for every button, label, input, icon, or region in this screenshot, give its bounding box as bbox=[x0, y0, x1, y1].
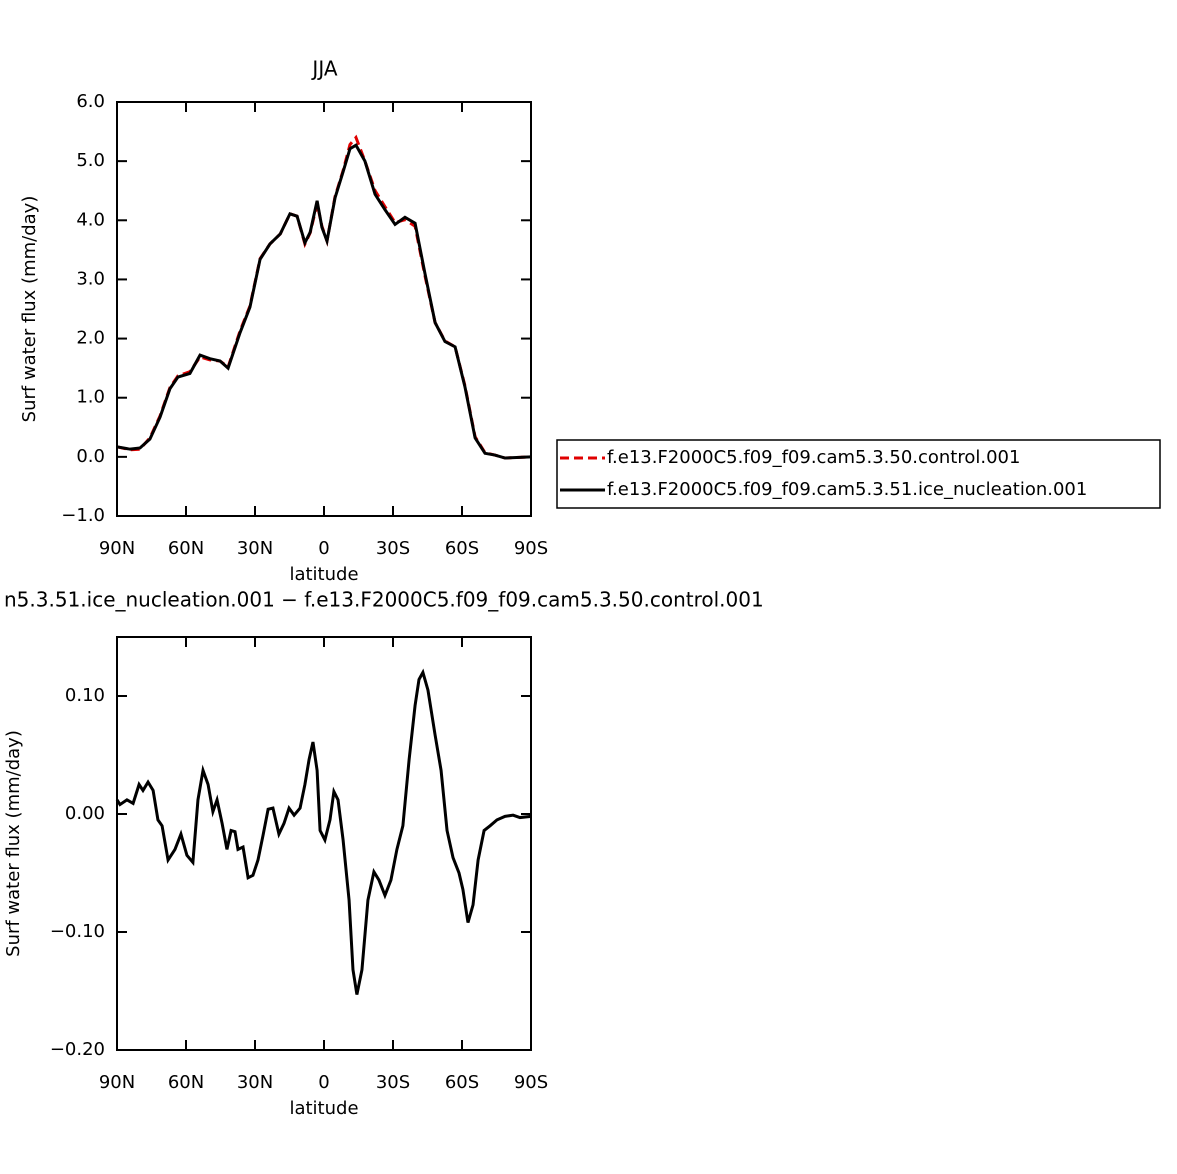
y-axis-label: Surf water flux (mm/day) bbox=[3, 730, 24, 957]
x-tick-label: 90S bbox=[514, 1072, 548, 1093]
x-tick-label: 0 bbox=[318, 538, 329, 559]
x-tick-label: 30S bbox=[376, 1072, 410, 1093]
x-tick-label: 30S bbox=[376, 538, 410, 559]
data-line bbox=[115, 668, 532, 995]
x-axis-label: latitude bbox=[289, 1098, 358, 1119]
y-axis-label: Surf water flux (mm/day) bbox=[19, 196, 40, 423]
x-tick-label: 30N bbox=[237, 1072, 273, 1093]
legend-box bbox=[556, 439, 1161, 509]
chart-title: JJA bbox=[310, 57, 337, 81]
x-tick-label: 0 bbox=[318, 1072, 329, 1093]
y-tick-label: 4.0 bbox=[76, 209, 105, 230]
y-tick-label: 1.0 bbox=[76, 387, 105, 408]
y-tick-label: 2.0 bbox=[76, 328, 105, 349]
x-tick-label: 30N bbox=[237, 538, 273, 559]
y-tick-label: 0.10 bbox=[65, 685, 105, 706]
x-tick-label: 60N bbox=[168, 1072, 204, 1093]
x-tick-label: 60S bbox=[445, 538, 479, 559]
legend-label: f.e13.F2000C5.f09_f09.cam5.3.50.control.… bbox=[607, 447, 1020, 468]
x-tick-label: 90N bbox=[99, 1072, 135, 1093]
x-tick-label: 90S bbox=[514, 538, 548, 559]
x-axis-label: latitude bbox=[289, 564, 358, 585]
x-tick-label: 60S bbox=[445, 1072, 479, 1093]
data-line bbox=[116, 143, 532, 460]
plot-frame bbox=[116, 636, 532, 1051]
plot-frame bbox=[116, 101, 532, 517]
y-tick-label: −1.0 bbox=[61, 505, 105, 526]
y-tick-label: 0.00 bbox=[65, 803, 105, 824]
x-tick-label: 90N bbox=[99, 538, 135, 559]
y-tick-label: 6.0 bbox=[76, 91, 105, 112]
y-tick-label: 5.0 bbox=[76, 150, 105, 171]
legend-label: f.e13.F2000C5.f09_f09.cam5.3.51.ice_nucl… bbox=[607, 479, 1087, 500]
x-tick-label: 60N bbox=[168, 538, 204, 559]
y-tick-label: 0.0 bbox=[76, 446, 105, 467]
y-tick-label: −0.20 bbox=[50, 1039, 105, 1060]
y-tick-label: −0.10 bbox=[50, 921, 105, 942]
y-tick-label: 3.0 bbox=[76, 268, 105, 289]
chart-title: n5.3.51.ice_nucleation.001 − f.e13.F2000… bbox=[4, 588, 764, 612]
